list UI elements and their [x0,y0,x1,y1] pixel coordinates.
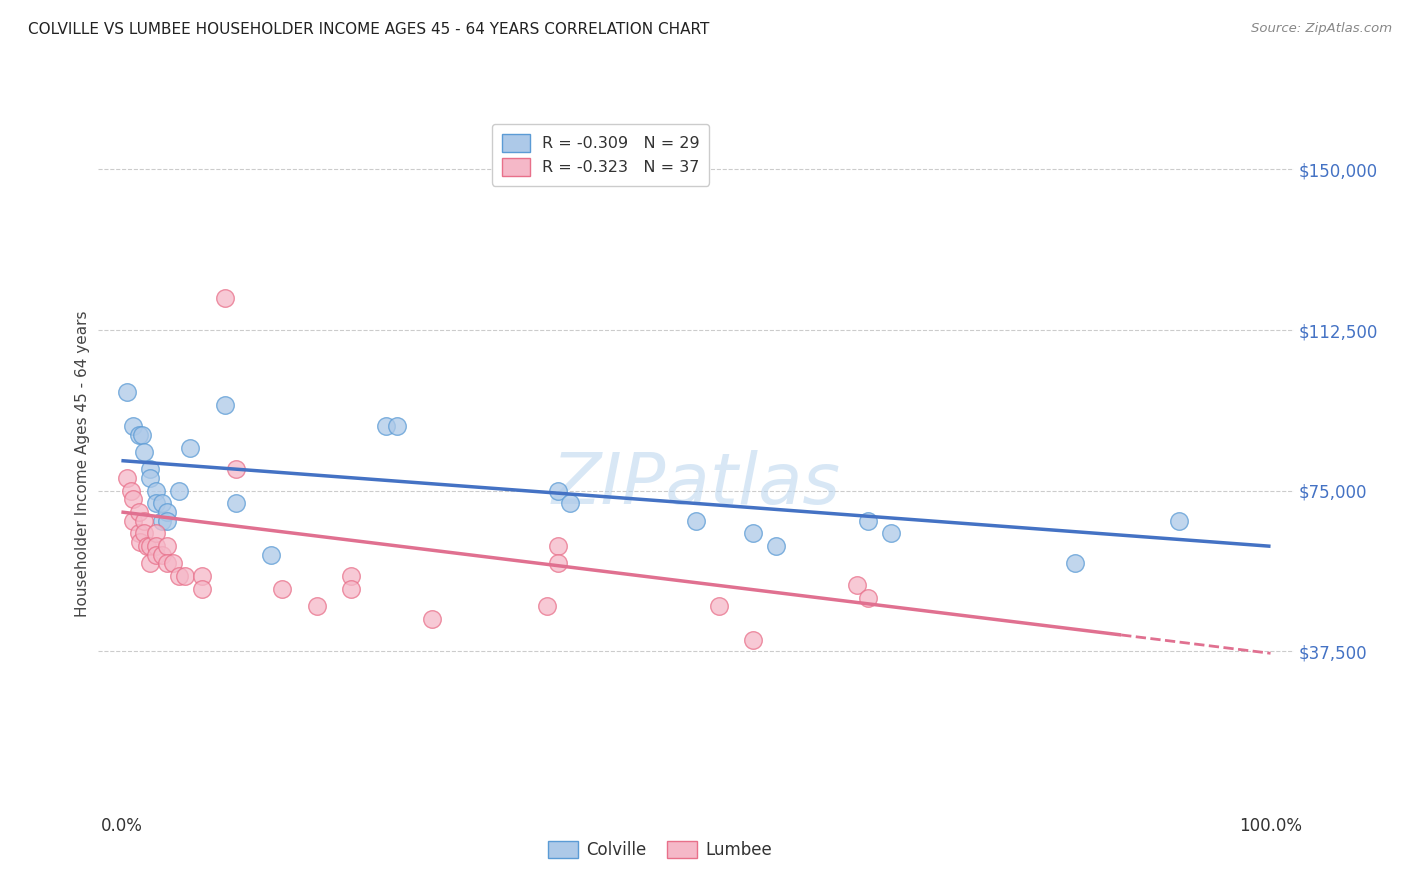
Point [122,514,145,528]
Point [536,599,558,614]
Point [1167,514,1189,528]
Point [134,445,156,459]
Point [173,569,195,583]
Point [128,526,150,541]
Point [845,578,868,592]
Point [150,548,173,562]
Point [145,483,167,498]
Text: COLVILLE VS LUMBEE HOUSEHOLDER INCOME AGES 45 - 64 YEARS CORRELATION CHART: COLVILLE VS LUMBEE HOUSEHOLDER INCOME AG… [28,22,710,37]
Point [742,526,765,541]
Legend: Colville, Lumbee: Colville, Lumbee [541,835,779,866]
Point [162,557,184,571]
Text: ZIPatlas: ZIPatlas [551,450,841,519]
Point [374,419,396,434]
Point [145,526,167,541]
Point [128,428,150,442]
Point [225,496,247,510]
Y-axis label: Householder Income Ages 45 - 64 years: Householder Income Ages 45 - 64 years [75,310,90,617]
Point [225,462,247,476]
Point [305,599,328,614]
Point [547,483,569,498]
Point [167,483,190,498]
Point [214,398,236,412]
Point [120,483,142,498]
Point [115,385,138,400]
Point [340,582,363,596]
Point [547,539,569,553]
Text: Source: ZipAtlas.com: Source: ZipAtlas.com [1251,22,1392,36]
Point [340,569,363,583]
Point [191,569,214,583]
Point [139,462,162,476]
Point [271,582,294,596]
Point [260,548,283,562]
Point [547,557,569,571]
Point [122,492,145,507]
Point [128,505,150,519]
Point [742,633,765,648]
Point [858,591,880,605]
Point [145,539,167,553]
Point [134,514,156,528]
Point [150,496,173,510]
Point [156,514,179,528]
Point [156,557,179,571]
Point [685,514,707,528]
Point [880,526,903,541]
Point [150,514,173,528]
Point [134,526,156,541]
Point [145,548,167,562]
Point [214,291,236,305]
Point [139,471,162,485]
Point [156,539,179,553]
Point [122,419,145,434]
Point [167,569,190,583]
Point [139,557,162,571]
Point [858,514,880,528]
Point [128,535,150,549]
Point [420,612,443,626]
Point [115,471,138,485]
Point [156,505,179,519]
Point [707,599,730,614]
Point [131,428,153,442]
Point [385,419,409,434]
Point [765,539,787,553]
Point [145,496,167,510]
Point [1064,557,1087,571]
Point [135,539,157,553]
Point [191,582,214,596]
Point [139,539,162,553]
Point [179,441,201,455]
Point [558,496,581,510]
